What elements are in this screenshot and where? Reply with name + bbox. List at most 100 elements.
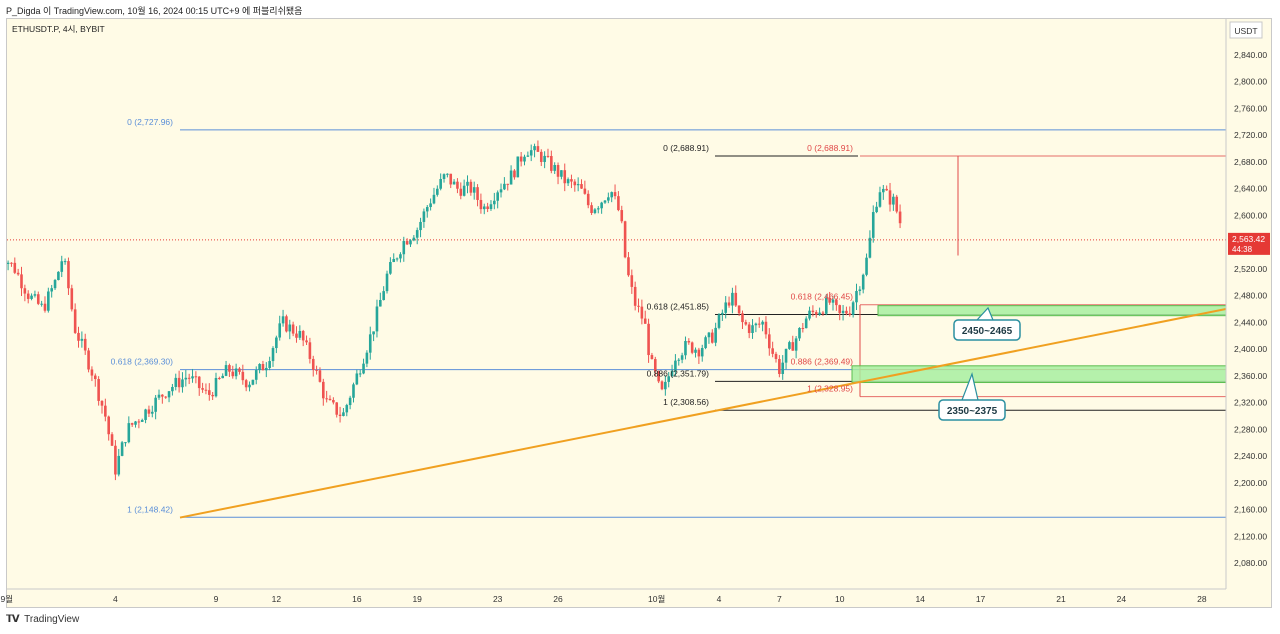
candle-body (161, 394, 164, 397)
candle-body (231, 371, 235, 377)
candle-body (633, 286, 637, 306)
candle-body (107, 416, 110, 435)
candle-body (261, 364, 265, 371)
candle-body (254, 370, 258, 380)
candle-body (657, 371, 660, 382)
candle-body (721, 312, 724, 315)
candle-body (768, 334, 771, 349)
candle-body (523, 156, 526, 162)
support-zone (851, 365, 1226, 384)
candle-body (258, 364, 261, 371)
y-tick-label: 2,600.00 (1234, 210, 1267, 220)
candle-body (647, 323, 650, 356)
y-tick-label: 2,720.00 (1234, 130, 1267, 140)
x-tick-label: 7 (777, 594, 782, 604)
candle-body (513, 170, 516, 178)
candle-body (342, 412, 345, 416)
candle-body (892, 196, 895, 205)
candle-body (120, 442, 124, 456)
candle-body (194, 376, 198, 378)
candle-body (234, 368, 238, 377)
tradingview-logo-icon: 𝗧𝗩 (6, 614, 20, 625)
candle-body (425, 207, 429, 212)
candle-body (580, 184, 583, 189)
candle-body (368, 334, 372, 353)
candle-body (865, 257, 868, 275)
plot-area[interactable]: 0 (2,727.96) 0.618 (2,369.30) 1 (2,148.42)… (0, 117, 1226, 519)
candle-body (7, 262, 10, 264)
candle-body (332, 400, 335, 403)
candle-body (30, 295, 33, 299)
candle-body (157, 394, 161, 398)
x-tick-label: 4 (113, 594, 118, 604)
candle-body (328, 398, 332, 401)
candle-body (506, 183, 510, 185)
candle-body (717, 314, 721, 328)
candle-body (265, 367, 268, 371)
y-tick-label: 2,840.00 (1234, 50, 1267, 60)
y-tick-label: 2,120.00 (1234, 531, 1267, 541)
candle-body (218, 377, 221, 379)
candle-body (50, 288, 53, 292)
candle-body (164, 396, 167, 398)
candle-body (684, 340, 687, 356)
candle-body (590, 205, 593, 214)
candle-body (821, 312, 825, 314)
candle-body (308, 342, 312, 359)
candle-body (419, 221, 422, 231)
candle-body (811, 310, 815, 313)
zone-callout (953, 319, 1021, 341)
candle-body (301, 330, 305, 341)
candle-body (238, 368, 241, 372)
candle-body (150, 411, 154, 414)
candle-body (727, 302, 731, 306)
candle-body (181, 379, 184, 388)
candle-body (43, 303, 47, 311)
candle-body (613, 192, 617, 197)
candle-body (124, 442, 127, 444)
fib-level-label: 1 (2,308.56) (663, 397, 709, 407)
candle-body (640, 306, 644, 319)
candle-body (191, 376, 194, 379)
candle-body (801, 327, 805, 329)
candle-body (493, 200, 496, 205)
candle-body (871, 212, 875, 238)
trend-line (179, 308, 1226, 519)
candle-body (593, 209, 597, 214)
candle-body (20, 274, 23, 289)
candle-body (137, 421, 141, 423)
candle-body (724, 302, 728, 313)
footer: 𝗧𝗩 TradingView (6, 614, 79, 630)
candle-body (10, 262, 13, 264)
candle-body (110, 434, 114, 446)
candle-body (895, 196, 899, 212)
candle-body (167, 391, 171, 398)
candle-body (637, 305, 640, 307)
candle-body (325, 398, 328, 400)
candle-body (596, 208, 600, 210)
candle-body (784, 348, 788, 363)
candle-body (0, 236, 3, 254)
candle-body (174, 377, 178, 387)
fib-level-label: 0.618 (2,466.45) (791, 292, 854, 302)
candle-body (814, 312, 818, 315)
candle-body (566, 179, 570, 184)
candle-body (888, 190, 892, 205)
candle-body (858, 289, 862, 291)
candle-body (70, 288, 74, 310)
candle-body (211, 394, 214, 397)
x-tick-label: 24 (1117, 594, 1127, 604)
candle-body (422, 211, 426, 222)
candle-body (83, 338, 87, 351)
candle-body (710, 332, 714, 343)
candle-body (77, 332, 80, 341)
candle-body (573, 181, 577, 186)
candle-body (144, 409, 147, 420)
candle-body (16, 272, 20, 275)
candle-body (345, 405, 349, 413)
candle-body (26, 293, 30, 299)
candle-body (664, 381, 667, 390)
fib-level-label: 0.618 (2,369.30) (111, 357, 174, 367)
candle-body (788, 342, 791, 349)
